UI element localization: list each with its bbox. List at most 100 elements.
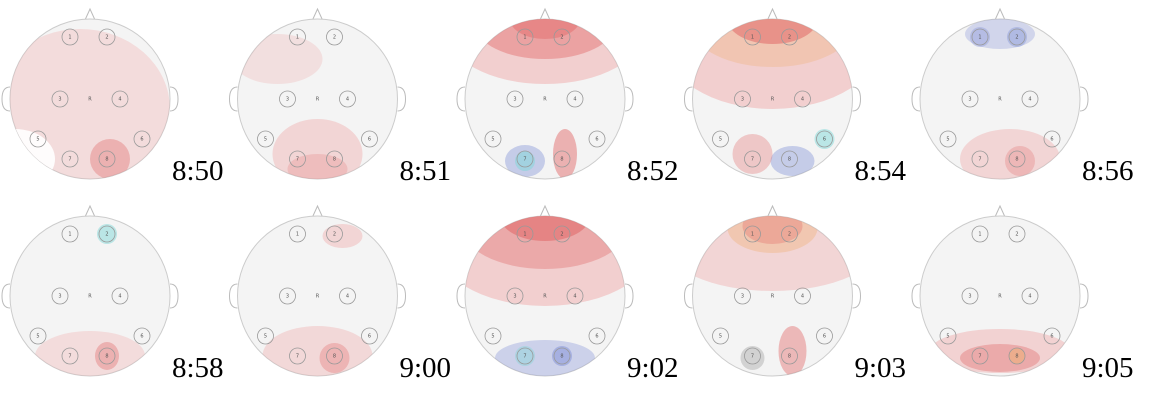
reference-label: R [316, 294, 320, 300]
electrode [588, 130, 606, 148]
ear [456, 86, 466, 112]
activity-region [97, 224, 117, 244]
nose [767, 7, 778, 21]
ear [1, 86, 11, 112]
reference-label: R [543, 97, 547, 103]
time-label: 8:58 [172, 352, 224, 384]
electrode-label: 2 [788, 232, 791, 238]
electrode-label: 3 [286, 294, 289, 300]
ear [169, 86, 179, 112]
head [9, 215, 171, 377]
electrode [734, 287, 751, 305]
electrode-label: 3 [741, 294, 744, 300]
electrode [326, 225, 343, 243]
electrode-label: 1 [523, 232, 526, 238]
electrode-label: 4 [346, 97, 349, 103]
electrode-label: 8 [788, 354, 791, 360]
electrode [744, 347, 761, 365]
electrode-label: 4 [801, 294, 804, 300]
electrode-label: 8 [560, 157, 563, 163]
electrode [781, 225, 798, 243]
electrode-label: 5 [491, 334, 494, 340]
nose [994, 204, 1006, 218]
topomap: 1 2 3 4 5 6 7 8 R [911, 204, 1089, 377]
electrode [484, 130, 502, 148]
topomap: 1 2 3 4 5 6 7 8 R [228, 204, 407, 377]
electrode-label: 3 [513, 97, 516, 103]
nose [312, 7, 323, 21]
electrode [1008, 150, 1026, 168]
electrode-label: 6 [368, 334, 371, 340]
electrode [1008, 28, 1026, 46]
electrode-label: 6 [595, 137, 598, 143]
electrode-label: 2 [788, 35, 791, 41]
electrode [326, 150, 343, 168]
ear [911, 283, 921, 309]
electrode-label: 8 [333, 354, 336, 360]
electrode [816, 130, 833, 148]
electrode-label: 6 [823, 137, 826, 143]
electrode [326, 28, 343, 46]
electrode [289, 347, 306, 365]
electrode-label: 5 [946, 137, 949, 143]
topomap: 1 2 3 4 5 6 7 8 R [683, 204, 862, 377]
electrode-label: 8 [1015, 157, 1018, 163]
electrode-label: 8 [105, 157, 108, 163]
electrode [257, 327, 274, 345]
electrode [484, 327, 502, 345]
electrode-label: 6 [1050, 137, 1053, 143]
activity-region [553, 129, 577, 179]
electrode-label: 5 [719, 137, 722, 143]
electrode [61, 225, 79, 243]
electrode [939, 130, 957, 148]
electrode [506, 287, 524, 305]
electrode-label: 7 [296, 157, 299, 163]
electrode-label: 8 [560, 354, 563, 360]
electrode-label: 7 [978, 354, 981, 360]
activity-region [692, 216, 853, 291]
topomap: 1 2 3 4 5 6 7 8 R [683, 7, 862, 180]
electrode [781, 347, 798, 365]
electrode-label: 3 [286, 97, 289, 103]
activity-region [510, 19, 580, 39]
activity-region [465, 19, 625, 84]
activity-region [740, 346, 765, 370]
electrode [98, 225, 116, 243]
electrode-label: 5 [946, 334, 949, 340]
head [692, 215, 853, 377]
activity-region [95, 342, 119, 370]
nose [84, 7, 96, 21]
electrode-label: 6 [595, 334, 598, 340]
ear [1, 283, 11, 309]
head [9, 18, 171, 180]
electrode [51, 90, 69, 108]
topomap: 1 2 3 4 5 6 7 8 R [911, 7, 1089, 180]
electrode-label: 8 [788, 157, 791, 163]
electrode [1008, 225, 1026, 243]
electrode-label: 1 [68, 232, 71, 238]
electrode-label: 7 [751, 354, 754, 360]
ear [683, 283, 693, 309]
electrode [971, 28, 989, 46]
electrode-label: 4 [1028, 97, 1031, 103]
ear [624, 283, 634, 309]
electrode-label: 1 [68, 35, 71, 41]
electrode-label: 1 [751, 35, 754, 41]
electrode [939, 327, 957, 345]
electrode [566, 287, 584, 305]
electrode [339, 90, 356, 108]
electrode [744, 150, 761, 168]
electrode-label: 3 [968, 97, 971, 103]
activity-region [814, 129, 835, 149]
time-label: 8:56 [1082, 155, 1134, 187]
ear [397, 86, 407, 112]
electrode-label: 3 [968, 294, 971, 300]
electrode [361, 327, 378, 345]
electrode-label: 1 [296, 35, 299, 41]
electrode [111, 287, 129, 305]
activity-region [1009, 348, 1025, 364]
electrode [279, 287, 296, 305]
electrode [516, 28, 534, 46]
electrode-label: 7 [296, 354, 299, 360]
activity-region [515, 151, 535, 171]
